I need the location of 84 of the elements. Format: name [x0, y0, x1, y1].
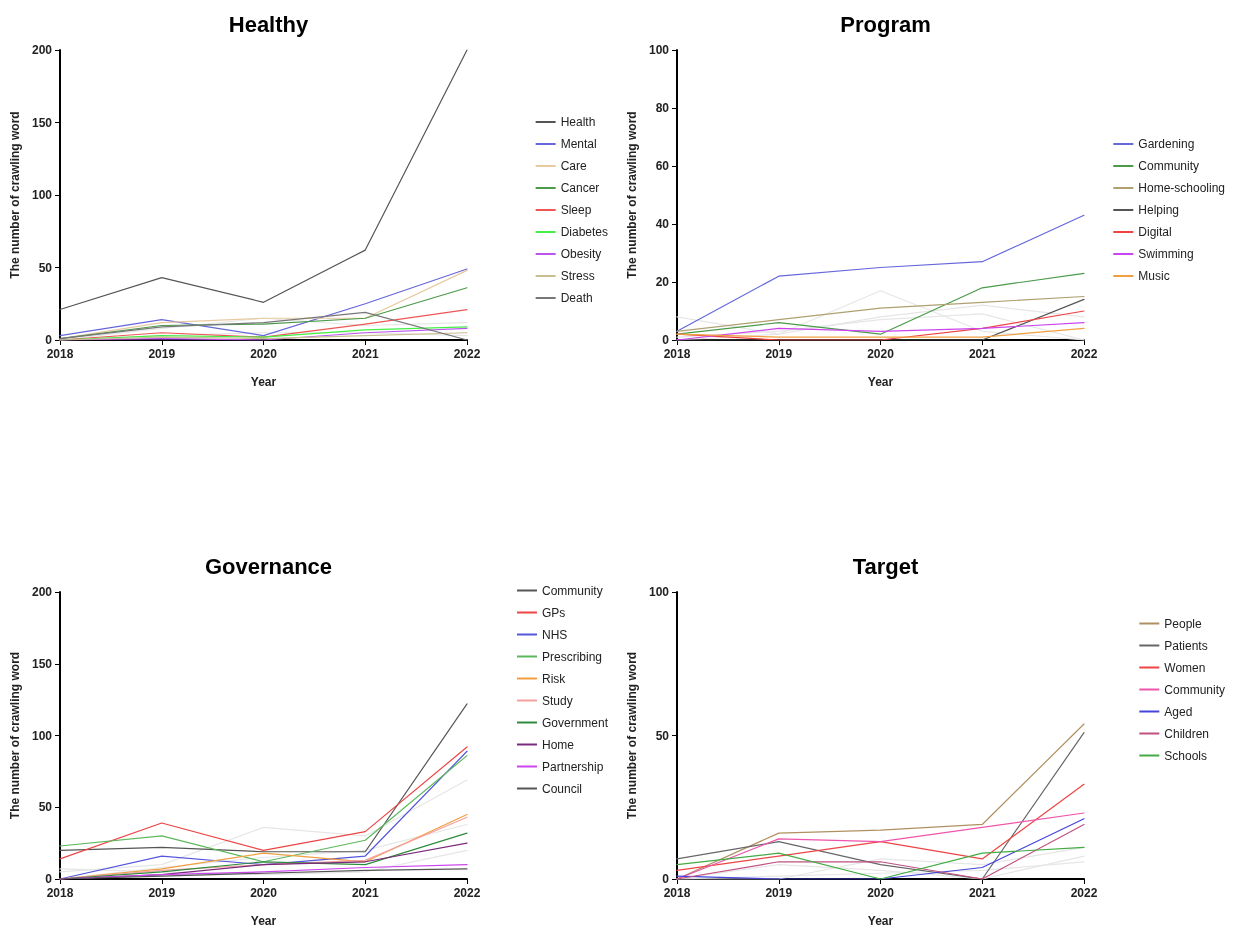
legend-label: Community	[1138, 159, 1199, 173]
x-tick-label: 2020	[867, 347, 895, 361]
legend-label: Mental	[560, 137, 597, 151]
y-tick-label: 40	[655, 217, 670, 231]
legend-label: Study	[541, 693, 573, 708]
legend-label: Schools	[1164, 748, 1208, 763]
y-tick-label: 100	[648, 585, 670, 599]
legend-label: Death	[560, 291, 593, 305]
legend-label: Prescribing	[541, 649, 602, 664]
y-tick-label: 0	[45, 872, 53, 886]
y-tick-label: 150	[31, 115, 53, 130]
y-tick-label: 200	[31, 43, 53, 57]
legend-label: Music	[1138, 269, 1170, 283]
legend-label: Children	[1164, 726, 1210, 741]
legend-label: GPs	[541, 605, 566, 620]
chart-title: Healthy	[228, 11, 309, 37]
x-tick-label: 2022	[1070, 886, 1098, 900]
x-tick-label: 2021	[351, 886, 379, 900]
x-tick-label: 2021	[351, 347, 379, 361]
x-tick-label: 2020	[867, 886, 895, 900]
chart-title: Program	[840, 11, 931, 37]
y-tick-label: 100	[31, 188, 53, 202]
y-tick-label: 0	[662, 333, 670, 347]
x-axis-title: Year	[867, 914, 894, 928]
legend-label: NHS	[541, 627, 568, 642]
x-axis-title: Year	[867, 375, 894, 389]
y-tick-label: 0	[45, 333, 53, 347]
y-tick-label: 50	[38, 260, 53, 275]
y-axis-title: The number of crawling word	[8, 111, 23, 279]
y-tick-label: 150	[31, 656, 53, 671]
legend-label: Obesity	[560, 247, 602, 261]
x-axis-title: Year	[250, 914, 277, 928]
x-tick-label: 2019	[148, 347, 176, 361]
legend-label: Aged	[1164, 704, 1193, 719]
chart-title: Target	[852, 553, 919, 579]
y-axis-title: The number of crawling word	[625, 651, 640, 820]
legend-label: People	[1164, 616, 1203, 631]
x-tick-label: 2022	[453, 347, 481, 361]
legend-label: Digital	[1138, 225, 1172, 239]
y-tick-label: 100	[31, 728, 53, 743]
x-tick-label: 2018	[46, 886, 74, 900]
legend-label: Partnership	[541, 759, 604, 774]
legend-label: Health	[560, 115, 596, 129]
x-axis-title: Year	[250, 375, 277, 389]
legend-label: Community	[541, 583, 603, 598]
legend-label: Swimming	[1138, 247, 1194, 261]
y-tick-label: 0	[662, 872, 670, 886]
y-tick-label: 200	[31, 585, 53, 599]
y-tick-label: 60	[655, 159, 670, 173]
y-tick-label: 20	[655, 275, 670, 289]
x-tick-label: 2019	[148, 886, 176, 900]
legend-label: Cancer	[560, 181, 600, 195]
x-tick-label: 2021	[968, 347, 996, 361]
y-axis-title: The number of crawling word	[8, 651, 23, 820]
y-tick-label: 50	[655, 728, 670, 743]
legend-label: Risk	[541, 671, 567, 686]
x-tick-label: 2021	[968, 886, 996, 900]
legend-label: Community	[1164, 682, 1226, 697]
legend-label: Gardening	[1138, 137, 1195, 151]
legend-label: Patients	[1164, 638, 1208, 653]
x-tick-label: 2018	[46, 347, 74, 361]
legend-label: Helping	[1138, 203, 1179, 217]
x-tick-label: 2022	[1070, 347, 1098, 361]
chart-title: Governance	[204, 553, 333, 579]
x-tick-label: 2018	[663, 347, 691, 361]
legend-label: Women	[1164, 660, 1206, 675]
y-tick-label: 80	[655, 101, 670, 115]
legend-label: Home-schooling	[1138, 181, 1226, 195]
y-axis-title: The number of crawling word	[625, 111, 640, 279]
legend-label: Government	[541, 715, 609, 730]
legend-label: Home	[541, 737, 575, 752]
x-tick-label: 2018	[663, 886, 691, 900]
legend-label: Sleep	[560, 203, 592, 217]
legend-label: Stress	[560, 269, 595, 283]
x-tick-label: 2019	[765, 886, 793, 900]
x-tick-label: 2019	[765, 347, 793, 361]
y-tick-label: 100	[648, 43, 670, 57]
x-tick-label: 2020	[250, 886, 278, 900]
x-tick-label: 2020	[250, 347, 278, 361]
x-tick-label: 2022	[453, 886, 481, 900]
legend-label: Diabetes	[560, 225, 609, 239]
y-tick-label: 50	[38, 800, 53, 815]
legend-label: Council	[541, 781, 582, 796]
legend-label: Care	[560, 159, 587, 173]
